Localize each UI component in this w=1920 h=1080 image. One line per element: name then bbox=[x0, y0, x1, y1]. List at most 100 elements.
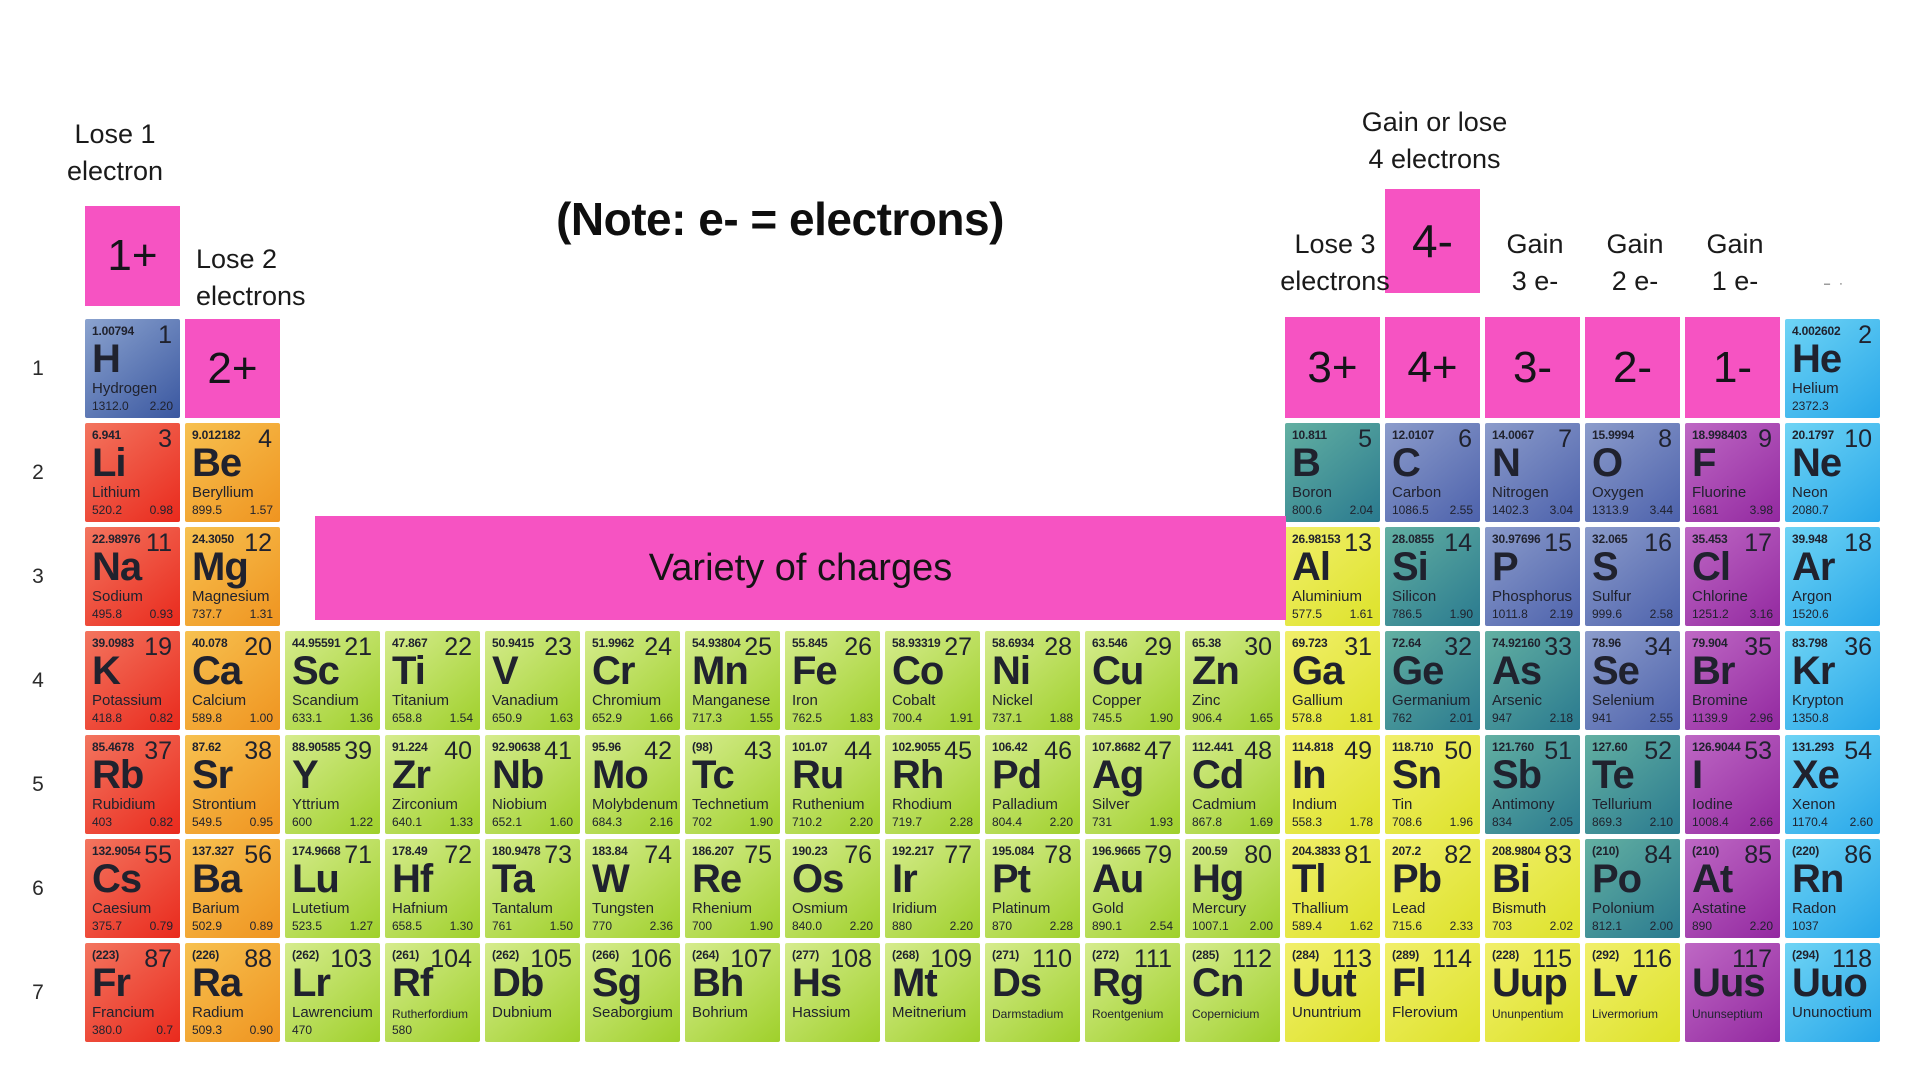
ionization-energy: 800.6 bbox=[1292, 503, 1323, 517]
atomic-mass: (266) bbox=[592, 948, 620, 962]
element-name: Zinc bbox=[1192, 691, 1221, 709]
element-cell-po: (210) 84 Po Polonium 812.1 2.00 bbox=[1585, 839, 1680, 938]
element-name: Lawrencium bbox=[292, 1003, 373, 1021]
electronegativity: 1.30 bbox=[449, 919, 473, 933]
element-name: Ununoctium bbox=[1792, 1003, 1873, 1021]
element-cell-be: 9.012182 4 Be Beryllium 899.5 1.57 bbox=[185, 423, 280, 522]
atomic-mass: 92.90638 bbox=[492, 740, 541, 754]
atomic-mass: (268) bbox=[892, 948, 920, 962]
ionization-energy: 719.7 bbox=[892, 815, 923, 829]
ionization-energy: 762 bbox=[1392, 711, 1413, 725]
label-line: 3 e- bbox=[1511, 266, 1559, 297]
element-symbol: In bbox=[1292, 753, 1327, 797]
electronegativity: 1.57 bbox=[249, 503, 273, 517]
element-cell-re: 186.207 75 Re Rhenium 700 1.90 bbox=[685, 839, 780, 938]
element-symbol: V bbox=[492, 649, 519, 693]
element-symbol: Rn bbox=[1792, 857, 1844, 901]
atomic-mass: 118.710 bbox=[1392, 740, 1434, 754]
element-cell-al: 26.98153 13 Al Aluminium 577.5 1.61 bbox=[1285, 527, 1380, 626]
ionization-energy: 558.3 bbox=[1292, 815, 1323, 829]
element-cell-cs: 132.9054 55 Cs Caesium 375.7 0.79 bbox=[85, 839, 180, 938]
element-symbol: N bbox=[1492, 441, 1521, 485]
atomic-number: 37 bbox=[144, 737, 172, 765]
element-symbol: Cr bbox=[592, 649, 635, 693]
element-name: Rhenium bbox=[692, 899, 753, 917]
electronegativity: 1.90 bbox=[1149, 711, 1173, 725]
ionization-energy: 703 bbox=[1492, 919, 1513, 933]
atomic-number: 88 bbox=[244, 945, 272, 973]
electronegativity: 1.00 bbox=[249, 711, 273, 725]
atomic-number: 85 bbox=[1744, 841, 1772, 869]
element-symbol: Ru bbox=[792, 753, 844, 797]
electronegativity: 1.55 bbox=[749, 711, 773, 725]
atomic-number: 27 bbox=[944, 633, 972, 661]
element-symbol: Pb bbox=[1392, 857, 1442, 901]
atomic-mass: 207.2 bbox=[1392, 844, 1422, 858]
element-symbol: Ds bbox=[992, 961, 1042, 1005]
element-name: Chromium bbox=[592, 691, 662, 709]
electronegativity: 2.16 bbox=[649, 815, 673, 829]
ionization-energy: 812.1 bbox=[1592, 919, 1623, 933]
electronegativity: 0.89 bbox=[249, 919, 273, 933]
element-cell-bi: 208.9804 83 Bi Bismuth 703 2.02 bbox=[1485, 839, 1580, 938]
ionization-energy: 731 bbox=[1092, 815, 1113, 829]
atomic-mass: (289) bbox=[1392, 948, 1420, 962]
element-cell-zr: 91.224 40 Zr Zirconium 640.1 1.33 bbox=[385, 735, 480, 834]
ionization-energy: 650.9 bbox=[492, 711, 523, 725]
ionization-energy: 470 bbox=[292, 1023, 313, 1037]
ionization-energy: 658.5 bbox=[392, 919, 423, 933]
element-cell-sc: 44.95591 21 Sc Scandium 633.1 1.36 bbox=[285, 631, 380, 730]
electronegativity: 2.20 bbox=[149, 399, 173, 413]
element-name: Rutherfordium bbox=[392, 1006, 469, 1021]
atomic-number: 28 bbox=[1044, 633, 1072, 661]
element-cell-sn: 118.710 50 Sn Tin 708.6 1.96 bbox=[1385, 735, 1480, 834]
label-line: electrons bbox=[1280, 266, 1390, 297]
period-number-3: 3 bbox=[32, 564, 44, 588]
label-line: Gain bbox=[1506, 229, 1564, 259]
electronegativity: 1.60 bbox=[549, 815, 573, 829]
electronegativity: 0.93 bbox=[149, 607, 173, 621]
element-name: Rubidium bbox=[92, 795, 156, 813]
ionization-energy: 380.0 bbox=[92, 1023, 123, 1037]
electronegativity: 2.28 bbox=[949, 815, 973, 829]
atomic-mass: 69.723 bbox=[1292, 636, 1328, 650]
atomic-mass: 58.93319 bbox=[892, 636, 941, 650]
ionization-energy: 520.2 bbox=[92, 503, 123, 517]
element-name: Polonium bbox=[1592, 899, 1655, 917]
element-name: Zirconium bbox=[392, 795, 458, 813]
element-name: Flerovium bbox=[1392, 1003, 1458, 1021]
element-symbol: K bbox=[92, 649, 121, 693]
element-cell-sr: 87.62 38 Sr Strontium 549.5 0.95 bbox=[185, 735, 280, 834]
label-line: Lose 1 bbox=[74, 119, 156, 149]
element-cell-ba: 137.327 56 Ba Barium 502.9 0.89 bbox=[185, 839, 280, 938]
atomic-mass: (98) bbox=[692, 740, 713, 754]
element-symbol: Zr bbox=[392, 753, 431, 797]
atomic-number: 77 bbox=[944, 841, 972, 869]
element-name: Molybdenum bbox=[592, 795, 678, 813]
element-name: Yttrium bbox=[292, 795, 340, 813]
atomic-number: 116 bbox=[1632, 945, 1672, 973]
ionization-energy: 1011.8 bbox=[1492, 607, 1528, 621]
element-symbol: Sr bbox=[192, 753, 233, 797]
electronegativity: 0.82 bbox=[149, 711, 173, 725]
element-symbol: Re bbox=[692, 857, 742, 901]
ionization-energy: 658.8 bbox=[392, 711, 423, 725]
atomic-number: 72 bbox=[444, 841, 472, 869]
atomic-number: 73 bbox=[544, 841, 572, 869]
element-name: Arsenic bbox=[1492, 691, 1543, 709]
charge-value: 1- bbox=[1712, 342, 1753, 392]
element-cell-b: 10.811 5 B Boron 800.6 2.04 bbox=[1285, 423, 1380, 522]
charge-value: 4- bbox=[1412, 215, 1453, 267]
element-name: Fluorine bbox=[1692, 483, 1747, 501]
element-name: Radium bbox=[192, 1003, 244, 1021]
element-symbol: Rg bbox=[1092, 961, 1144, 1005]
element-symbol: Sb bbox=[1492, 753, 1542, 797]
label-line: Gain or lose bbox=[1361, 107, 1508, 137]
ionization-energy: 710.2 bbox=[792, 815, 823, 829]
element-symbol: Y bbox=[292, 753, 319, 797]
element-cell-db: (262) 105 Db Dubnium bbox=[485, 943, 580, 1042]
element-symbol: As bbox=[1492, 649, 1542, 693]
element-cell-in: 114.818 49 In Indium 558.3 1.78 bbox=[1285, 735, 1380, 834]
charge-box-3-minus: 3- bbox=[1485, 317, 1580, 418]
electronegativity: 2.60 bbox=[1849, 815, 1873, 829]
